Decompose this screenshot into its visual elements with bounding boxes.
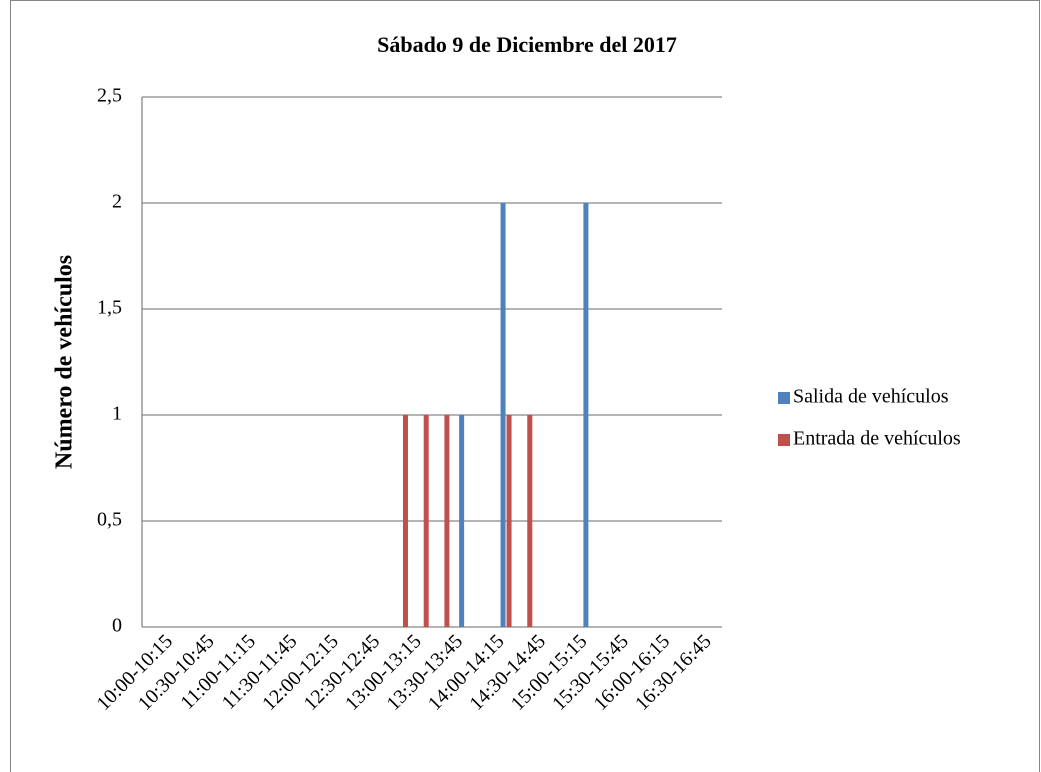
legend-swatch <box>778 392 790 404</box>
bar <box>583 203 589 627</box>
legend-swatch <box>778 434 790 446</box>
chart-frame <box>10 0 1040 772</box>
bar <box>500 203 506 627</box>
bar <box>506 415 512 627</box>
y-tick-label: 2 <box>112 191 122 213</box>
bar <box>527 415 533 627</box>
bar <box>444 415 450 627</box>
y-tick-label: 0,5 <box>97 509 122 531</box>
legend-label: Salida de vehículos <box>793 386 949 408</box>
bar <box>402 415 408 627</box>
chart-title: Sábado 9 de Diciembre del 2017 <box>377 32 677 57</box>
y-axis-label: Número de vehículos <box>52 255 78 469</box>
y-tick-label: 2,5 <box>97 85 122 107</box>
y-tick-label: 1 <box>112 403 122 425</box>
bar <box>423 415 429 627</box>
legend-label: Entrada de vehículos <box>793 428 961 450</box>
y-tick-label: 0 <box>112 615 122 637</box>
y-tick-label: 1,5 <box>97 297 122 319</box>
bar <box>459 415 465 627</box>
